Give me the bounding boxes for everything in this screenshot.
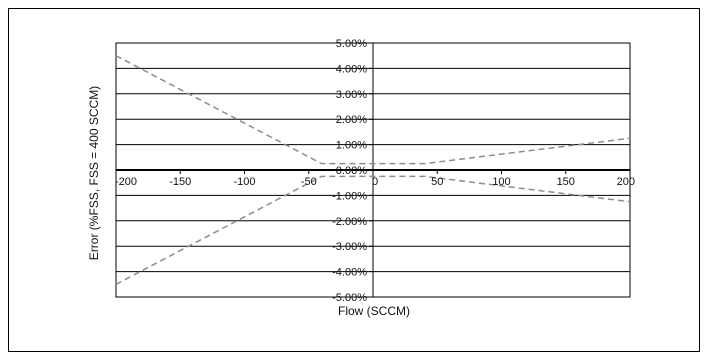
y-tick-label-0: -5.00% <box>332 292 367 304</box>
y-tick-label-6: 1.00% <box>336 140 367 152</box>
y-tick-label-8: 3.00% <box>336 89 367 101</box>
y-tick-label-1: -4.00% <box>332 267 367 279</box>
series-line-1 <box>115 175 631 285</box>
y-tick-label-2: -3.00% <box>332 241 367 253</box>
x-tick-label-1: -150 <box>169 176 191 188</box>
axes <box>115 42 631 298</box>
y-axis-title: Error (%FSS, FSS = 400 SCCM) <box>87 86 101 260</box>
x-tick-label-8: 200 <box>617 176 635 188</box>
x-tick-label-6: 100 <box>492 176 510 188</box>
y-tick-label-10: 5.00% <box>336 38 367 50</box>
y-tick-label-4: -1.00% <box>332 190 367 202</box>
tick-labels: -5.00% -4.00% -3.00% -2.00% -1.00% 0.00% 1.00%… <box>115 38 635 304</box>
series-lines <box>115 55 631 285</box>
y-tick-label-3: -2.00% <box>332 216 367 228</box>
x-tick-label-2: -100 <box>233 176 255 188</box>
series-line-0 <box>115 55 631 165</box>
y-tick-label-9: 4.00% <box>336 63 367 75</box>
x-axis-title: Flow (SCCM) <box>338 304 410 318</box>
x-tick-label-4: 0 <box>372 176 378 188</box>
x-tick-label-5: 50 <box>431 176 443 188</box>
x-tick-label-7: 150 <box>557 176 575 188</box>
x-tick-label-3: -50 <box>301 176 317 188</box>
y-tick-label-5: 0.00% <box>336 165 367 177</box>
chart-frame <box>8 8 700 352</box>
x-tick-label-0: -200 <box>115 176 137 188</box>
y-tick-label-7: 2.00% <box>336 114 367 126</box>
